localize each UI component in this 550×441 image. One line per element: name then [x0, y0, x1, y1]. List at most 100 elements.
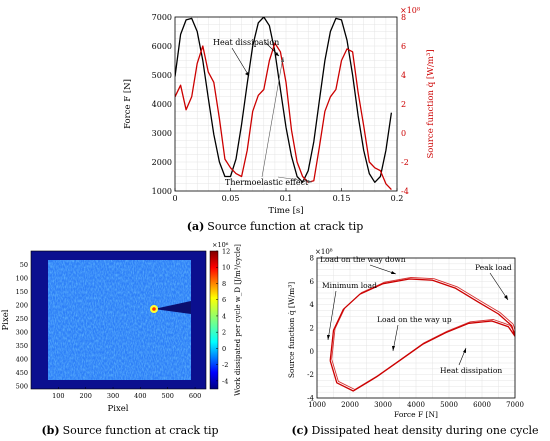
panel-c-xtick: 7000: [506, 401, 524, 409]
panel-c-xtick: 6000: [473, 401, 491, 409]
panel-a-ytick-right: 4: [401, 71, 406, 80]
panel-b-heatmap: 100 200 300 400 500 6005010015020025030035040…: [1, 241, 242, 414]
panel-a-xtick: 0.15: [333, 194, 351, 203]
panel-b-ylabel: Pixel: [1, 309, 11, 330]
annotation-peak-load: Peak load: [475, 263, 512, 272]
panel-b-ytick: 100: [16, 274, 28, 282]
colorbar-tick: -2: [222, 361, 228, 369]
svg-text:(b)Source function at crack ti: (b) Source function at crack tip: [41, 424, 218, 437]
colorbar: [209, 250, 219, 390]
panel-a-ytick-right: 0: [401, 129, 406, 138]
panel-a-ytick-left: 6000: [152, 42, 172, 51]
panel-c-ytick: 6: [310, 278, 315, 286]
panel-a-grid: [174, 16, 398, 192]
annotation-load-way-down: Load on the way down: [320, 255, 406, 264]
annotation-load-way-up: Load on the way up: [377, 315, 452, 324]
panel-a-right-exponent: ×10⁸: [400, 6, 420, 15]
caption-c-letter: (c): [291, 424, 308, 437]
panel-c-ytick: -4: [307, 395, 314, 403]
panel-b-ytick: 150: [16, 288, 28, 296]
colorbar-tick: 6: [222, 296, 226, 304]
panel-c-xtick: 4000: [407, 401, 425, 409]
series-force-line: [175, 17, 393, 183]
colorbar-tick: 8: [222, 280, 226, 288]
panel-c-ytick: -2: [307, 371, 314, 379]
caption-b: (b) Source function at crack tip: [41, 424, 218, 437]
annotation-minimum-load: Minimum load: [322, 281, 377, 290]
panel-a-ytick-left: 2000: [152, 158, 172, 167]
caption-c-text: Dissipated heat density during one cycle: [312, 424, 539, 437]
panel-b-xtick: 300: [107, 392, 119, 400]
panel-a-xtick: 0.1: [280, 194, 293, 203]
panel-a-xtick: 0: [172, 194, 177, 203]
panel-a-ytick-right: 2: [401, 100, 406, 109]
panel-a-ytick-left: 3000: [152, 129, 172, 138]
panel-c-xtick: 5000: [440, 401, 458, 409]
panel-b-ytick: 450: [16, 369, 28, 377]
caption-b-letter: (b): [41, 424, 59, 437]
panel-b-ytick: 300: [16, 328, 28, 336]
panel-c-chart: 1000 2000 3000 4000 5000 6000 7000 8 6 4 2 0 -2 -4 ×1…: [287, 248, 524, 409]
panel-b-xtick: 100: [52, 392, 64, 400]
panel-c-xtick: 2000: [341, 401, 359, 409]
colorbar-tick: 0: [222, 345, 226, 353]
panel-c-ytick: 0: [310, 348, 314, 356]
panel-c-ytick: 4: [310, 301, 315, 309]
colorbar-tick: 2: [222, 329, 226, 337]
arrow-thermoelastic-2: [277, 176, 313, 183]
panel-c-xtick: 3000: [374, 401, 392, 409]
panel-c-xtick: 1000: [308, 401, 326, 409]
panel-c-exponent: ×10⁸: [315, 248, 333, 256]
panel-b-ytick: 400: [16, 355, 28, 363]
panel-a-ytick-left: 4000: [152, 100, 172, 109]
heatmap-specimen-texture: [48, 260, 191, 380]
colorbar-label: Work dissipated per cycle w_D [J/m³/cycl…: [234, 244, 242, 396]
annotation-heat-dissipation-a: Heat dissipation: [213, 38, 279, 47]
colorbar-tick: 10: [222, 264, 230, 272]
colorbar-tick: 12: [222, 248, 230, 256]
caption-a-text: Source function at crack tip: [207, 220, 363, 233]
annotation-heat-dissipation-c: Heat dissipation: [440, 366, 502, 375]
panel-b-xtick: 200: [79, 392, 91, 400]
panel-a-ytick-right: 6: [401, 42, 406, 51]
panel-a-ytick-right: -2: [401, 158, 409, 167]
colorbar-tick: -4: [222, 377, 228, 385]
svg-text:(c)Dissipated heat density dur: (c) Dissipated heat density during one cy…: [291, 424, 538, 437]
crack-notch: [154, 301, 191, 314]
caption-c: (c) Dissipated heat density during one cy…: [291, 424, 538, 437]
panel-b-ytick: 250: [16, 315, 28, 323]
colorbar-tick: 4: [222, 312, 226, 320]
caption-a-letter: (a): [187, 220, 205, 233]
arrow-heat-dissipation-a1: [231, 47, 250, 77]
panel-a-ytick-right: -4: [401, 187, 409, 196]
panel-b-ytick: 350: [16, 342, 28, 350]
panel-b-ytick: 500: [16, 382, 28, 390]
panel-a-ylabel-right: Source function q̇ [W/m³]: [426, 49, 436, 158]
arrow-thermoelastic-1: [261, 56, 284, 178]
panel-a-xlabel: Time [s]: [268, 206, 303, 216]
panel-a-xtick: 0.05: [222, 194, 240, 203]
panel-a-ylabel-left: Force F [N]: [123, 79, 133, 129]
panel-a-ytick-left: 7000: [152, 13, 172, 22]
panel-b-ytick: 200: [16, 301, 28, 309]
panel-c-ylabel: Source function q̇ [W/m³]: [287, 282, 296, 378]
panel-b-xlabel: Pixel: [108, 404, 129, 414]
panel-a-ytick-left: 5000: [152, 71, 172, 80]
panel-c-ytick: 2: [310, 325, 314, 333]
annotation-thermoelastic-effect: Thermoelastic effect: [225, 178, 309, 187]
panel-b-ytick: 50: [20, 261, 28, 269]
panel-b-xtick: 400: [134, 392, 146, 400]
panel-a-chart: 0 0.05 0.1 0.15 0.2 1000 2000 3000 4000 5000 6000 7…: [123, 6, 436, 216]
panel-b-xtick: 500: [162, 392, 174, 400]
svg-text:(a)Source function at crack ti: (a) Source function at crack tip: [187, 220, 364, 233]
caption-a: (a) Source function at crack tip: [187, 220, 364, 233]
panel-b-xtick: 600: [189, 392, 201, 400]
colorbar-exponent: ×10⁶: [212, 241, 229, 249]
panel-a-xtick: 0.2: [391, 194, 404, 203]
panel-a-ytick-left: 1000: [152, 187, 172, 196]
series-source-line: [175, 42, 392, 191]
caption-b-text: Source function at crack tip: [63, 424, 219, 437]
panel-c-ytick: 8: [310, 255, 314, 263]
panel-c-frame: [316, 257, 516, 399]
